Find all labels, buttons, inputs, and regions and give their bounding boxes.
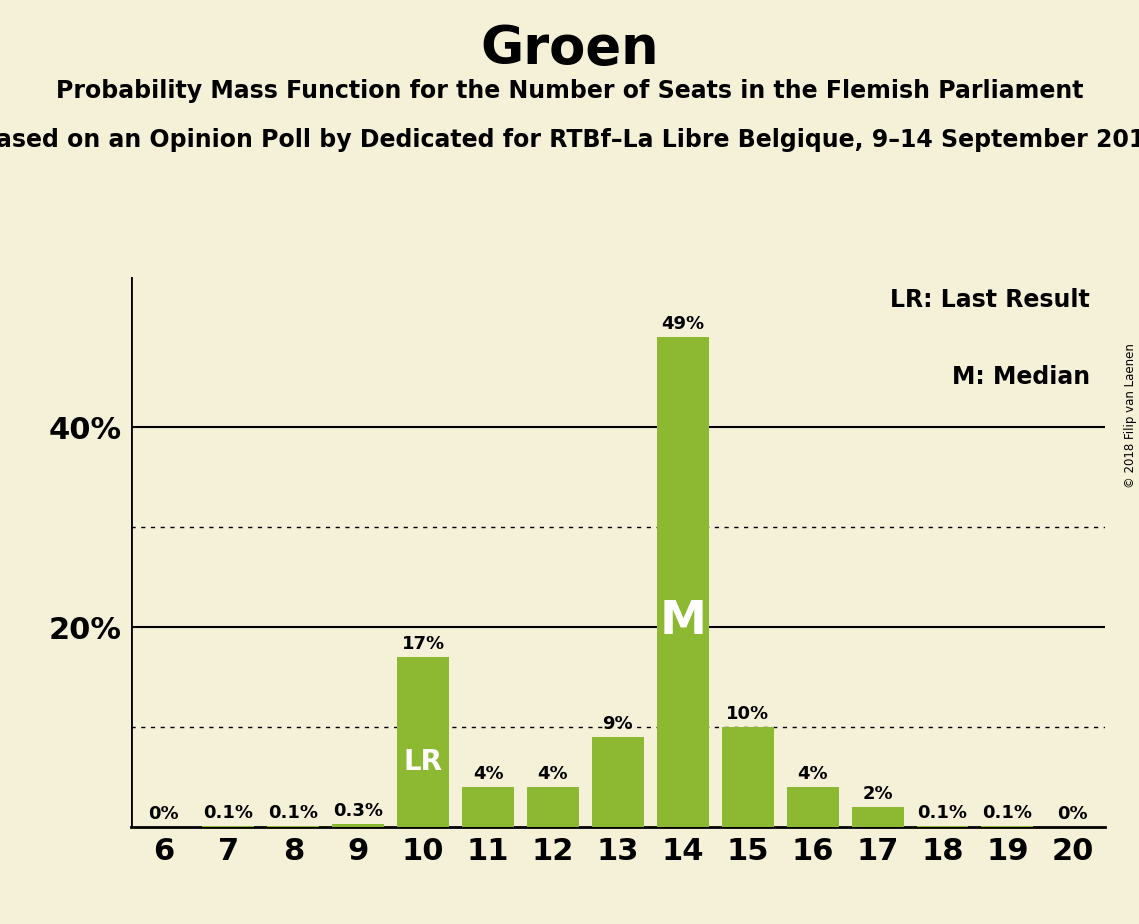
Bar bbox=[592, 737, 644, 827]
Bar bbox=[722, 727, 773, 827]
Text: 4%: 4% bbox=[473, 765, 503, 783]
Text: M: M bbox=[659, 599, 706, 644]
Text: LR: Last Result: LR: Last Result bbox=[891, 288, 1090, 312]
Bar bbox=[982, 826, 1033, 827]
Text: 10%: 10% bbox=[727, 705, 769, 723]
Text: Based on an Opinion Poll by Dedicated for RTBf–La Libre Belgique, 9–14 September: Based on an Opinion Poll by Dedicated fo… bbox=[0, 128, 1139, 152]
Text: 17%: 17% bbox=[402, 635, 444, 653]
Bar bbox=[333, 824, 384, 827]
Text: 0.1%: 0.1% bbox=[204, 804, 253, 822]
Bar bbox=[462, 787, 514, 827]
Text: 0.3%: 0.3% bbox=[334, 802, 383, 820]
Bar bbox=[852, 807, 903, 827]
Text: 0.1%: 0.1% bbox=[918, 804, 967, 822]
Text: Probability Mass Function for the Number of Seats in the Flemish Parliament: Probability Mass Function for the Number… bbox=[56, 79, 1083, 103]
Text: 2%: 2% bbox=[862, 785, 893, 803]
Text: 0.1%: 0.1% bbox=[983, 804, 1032, 822]
Bar bbox=[657, 337, 708, 827]
Bar bbox=[787, 787, 838, 827]
Text: Groen: Groen bbox=[481, 23, 658, 75]
Bar bbox=[268, 826, 319, 827]
Text: LR: LR bbox=[403, 748, 443, 776]
Text: M: Median: M: Median bbox=[952, 365, 1090, 389]
Bar bbox=[398, 657, 449, 827]
Bar bbox=[917, 826, 968, 827]
Text: 0%: 0% bbox=[148, 805, 179, 823]
Bar bbox=[527, 787, 579, 827]
Bar bbox=[203, 826, 254, 827]
Text: 9%: 9% bbox=[603, 715, 633, 733]
Text: 49%: 49% bbox=[662, 315, 704, 334]
Text: 0%: 0% bbox=[1057, 805, 1088, 823]
Text: 4%: 4% bbox=[797, 765, 828, 783]
Text: 4%: 4% bbox=[538, 765, 568, 783]
Text: 0.1%: 0.1% bbox=[269, 804, 318, 822]
Text: © 2018 Filip van Laenen: © 2018 Filip van Laenen bbox=[1124, 344, 1137, 488]
